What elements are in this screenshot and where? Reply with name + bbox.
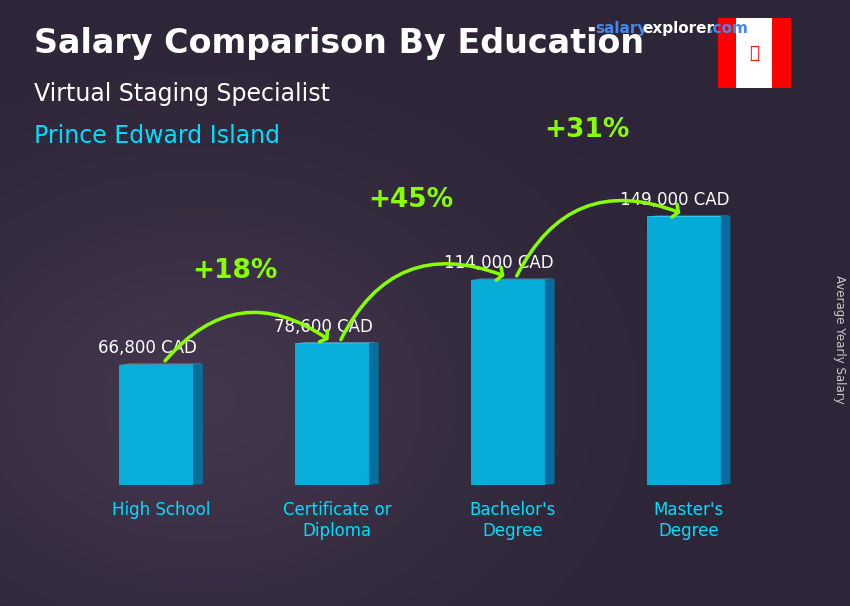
Text: Master's
Degree: Master's Degree <box>654 501 723 540</box>
Text: 🍁: 🍁 <box>750 44 759 62</box>
Text: 78,600 CAD: 78,600 CAD <box>274 318 373 336</box>
Text: Average Yearly Salary: Average Yearly Salary <box>833 275 847 404</box>
Polygon shape <box>369 342 379 485</box>
Text: High School: High School <box>112 501 210 519</box>
Text: Certificate or
Diploma: Certificate or Diploma <box>283 501 391 540</box>
Text: +18%: +18% <box>193 258 278 284</box>
Text: salary: salary <box>595 21 648 36</box>
Polygon shape <box>193 364 203 485</box>
Text: .com: .com <box>707 21 748 36</box>
Bar <box>119 365 193 485</box>
Text: Prince Edward Island: Prince Edward Island <box>34 124 280 148</box>
Text: Bachelor's
Degree: Bachelor's Degree <box>469 501 556 540</box>
Text: explorer: explorer <box>643 21 715 36</box>
Text: 149,000 CAD: 149,000 CAD <box>620 191 730 209</box>
Text: 114,000 CAD: 114,000 CAD <box>445 255 554 272</box>
Bar <box>471 279 545 485</box>
Bar <box>736 18 773 88</box>
Text: Salary Comparison By Education: Salary Comparison By Education <box>34 27 644 60</box>
Polygon shape <box>119 364 203 365</box>
Polygon shape <box>721 216 730 485</box>
Bar <box>295 343 369 485</box>
Bar <box>647 216 721 485</box>
Text: 66,800 CAD: 66,800 CAD <box>98 339 197 358</box>
Bar <box>718 18 736 88</box>
Bar <box>773 18 790 88</box>
Polygon shape <box>545 279 554 485</box>
Text: +31%: +31% <box>544 117 630 142</box>
Text: Virtual Staging Specialist: Virtual Staging Specialist <box>34 82 330 106</box>
Text: +45%: +45% <box>369 187 454 213</box>
Polygon shape <box>295 342 379 343</box>
